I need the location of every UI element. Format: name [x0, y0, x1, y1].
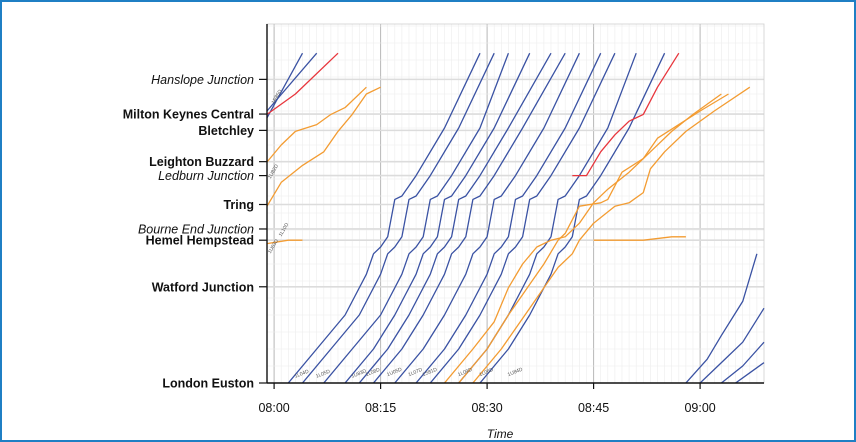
x-tick-label: 09:00 — [684, 401, 715, 415]
train-path-9 — [323, 52, 510, 384]
x-tick-label: 08:00 — [258, 401, 289, 415]
grid — [266, 23, 765, 384]
train-id-label: 1U05D — [386, 367, 403, 379]
train-path-21 — [593, 236, 686, 241]
train-id-label: 1L07D — [408, 367, 424, 378]
station-label: Bletchley — [198, 124, 254, 138]
train-path-12 — [373, 52, 566, 384]
station-label: London Euston — [162, 377, 254, 391]
train-path-14 — [415, 52, 602, 384]
train-path-11 — [358, 52, 552, 384]
station-label: Hemel Hempstead — [146, 234, 254, 248]
train-path-6 — [266, 239, 303, 245]
x-tick-label: 08:30 — [471, 401, 502, 415]
train-path-20 — [472, 86, 751, 384]
train-id-label: 1R85D — [271, 88, 284, 105]
train-path-18 — [444, 93, 722, 384]
axes — [266, 24, 764, 384]
x-axis-label: Time — [487, 427, 514, 440]
train-id-label: 1L09D — [457, 367, 473, 378]
train-id-label: 1U84D — [507, 367, 524, 379]
station-label: Ledburn Junction — [158, 169, 254, 183]
train-path-10 — [344, 52, 531, 384]
train-path-23 — [685, 253, 758, 384]
station-label: Milton Keynes Central — [123, 108, 254, 122]
station-labels: Hanslope Junction Milton Keynes Central Bl… — [123, 73, 267, 391]
time-ticks: 08:00 08:15 08:30 08:45 09:00 — [258, 383, 716, 415]
train-id-label: 1L06D — [479, 367, 495, 378]
x-tick-label: 08:45 — [578, 401, 609, 415]
train-path-8 — [302, 52, 495, 384]
train-path-13 — [394, 52, 580, 384]
train-path-7 — [287, 52, 481, 384]
station-label: Watford Junction — [152, 280, 254, 294]
train-path-5 — [266, 86, 381, 207]
x-tick-label: 08:15 — [365, 401, 396, 415]
station-label: Tring — [223, 198, 254, 212]
train-path-1 — [266, 52, 304, 119]
train-path-17 — [479, 52, 666, 384]
train-path-19 — [458, 93, 729, 384]
train-id-label: 1U82D — [267, 163, 280, 180]
train-id-label: 1L04D — [294, 369, 310, 380]
train-id-label: 1L08D — [365, 367, 381, 378]
station-label: Leighton Buzzard — [149, 155, 254, 169]
train-id-label: 1U83D — [351, 368, 368, 380]
train-id-label: 1S81D — [422, 367, 439, 378]
train-paths — [266, 52, 765, 384]
train-path-4 — [266, 86, 367, 163]
train-id-label: 1L05D — [315, 369, 331, 380]
train-path-24 — [699, 307, 765, 384]
train-path-25 — [720, 341, 765, 384]
train-path-26 — [735, 362, 765, 384]
train-path-15 — [429, 52, 616, 384]
station-label: Bourne End Junction — [138, 222, 254, 236]
train-path-22 — [572, 52, 680, 177]
train-path-3 — [266, 52, 339, 115]
train-path-2 — [266, 52, 318, 112]
station-label: Hanslope Junction — [151, 73, 254, 87]
